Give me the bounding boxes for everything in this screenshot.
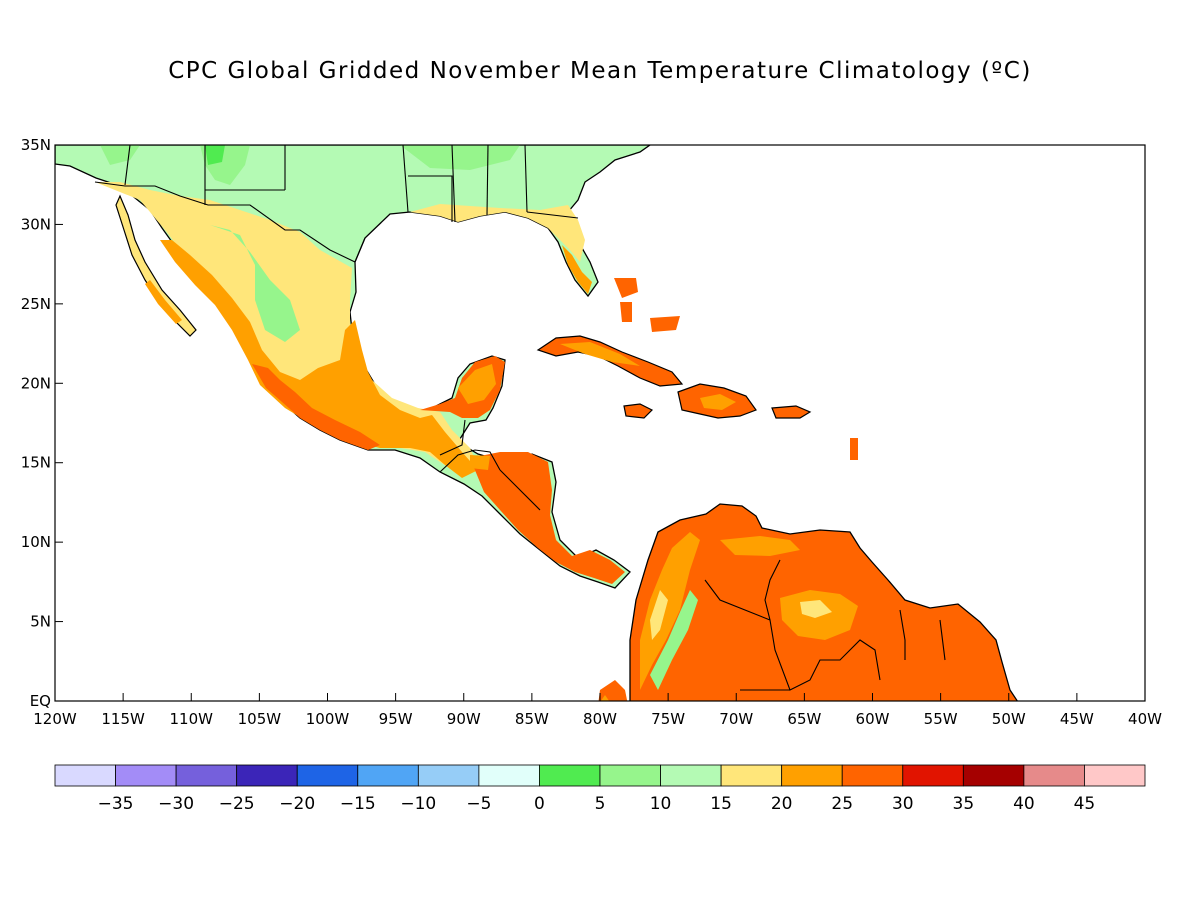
x-tick-label-3: 105W: [238, 710, 282, 728]
colorbar: −35 −30 −25 −20 −15 −10 −5 0 5 10 15 20 25 30 35 40 45: [54, 764, 1146, 814]
colorbar-label-11: 20: [771, 794, 793, 814]
colorbar-swatch-17: [1084, 764, 1146, 787]
colorbar-label-9: 10: [650, 794, 672, 814]
y-tick-label-6: 30N: [21, 215, 51, 233]
colorbar-swatch-0: [54, 764, 116, 787]
colorbar-swatch-1: [115, 764, 177, 787]
colorbar-swatch-3: [236, 764, 298, 787]
x-tick-label-11: 65W: [787, 710, 821, 728]
colorbar-swatch-12: [781, 764, 843, 787]
x-tick-label-14: 50W: [992, 710, 1026, 728]
colorbar-label-3: −20: [279, 794, 315, 814]
colorbar-swatch-11: [720, 764, 783, 787]
political-borders: [94, 145, 946, 691]
x-tick-label-15: 45W: [1060, 710, 1094, 728]
x-tick-label-13: 55W: [924, 710, 958, 728]
colorbar-swatch-15: [962, 764, 1025, 787]
colorbar-label-2: −25: [219, 794, 255, 814]
colorbar-label-12: 25: [831, 794, 853, 814]
colorbar-label-10: 15: [710, 794, 732, 814]
colorbar-swatch-6: [417, 764, 480, 787]
x-tick-label-6: 90W: [447, 710, 481, 728]
y-tick-label-0: EQ: [30, 692, 51, 710]
x-tick-label-12: 60W: [856, 710, 890, 728]
colorbar-label-6: −5: [466, 794, 491, 814]
y-tick-label-1: 5N: [30, 613, 51, 631]
x-tick-label-7: 85W: [515, 710, 549, 728]
colorbar-swatch-4: [296, 764, 359, 787]
north-america-land: [55, 145, 652, 589]
map-area: [55, 145, 1145, 701]
colorbar-label-0: −35: [98, 794, 134, 814]
colorbar-swatch-2: [175, 764, 238, 787]
colorbar-label-4: −15: [340, 794, 376, 814]
x-tick-label-9: 75W: [651, 710, 685, 728]
colorbar-label-7: 0: [534, 794, 545, 814]
colorbar-label-8: 5: [595, 794, 606, 814]
colorbar-label-1: −30: [158, 794, 194, 814]
x-tick-label-0: 120W: [33, 710, 77, 728]
south-america-land: [598, 503, 1019, 701]
colorbar-label-16: 45: [1074, 794, 1096, 814]
colorbar-label-13: 30: [892, 794, 914, 814]
y-tick-label-2: 10N: [21, 533, 51, 551]
longitude-axis: 120W 115W 110W 105W 100W 95W 90W 85W 80W 75W 70W 65…: [33, 693, 1162, 728]
colorbar-swatch-9: [599, 764, 661, 787]
y-tick-label-5: 25N: [21, 295, 51, 313]
y-tick-label-4: 20N: [21, 374, 51, 392]
colorbar-swatch-8: [539, 764, 601, 787]
x-tick-label-8: 80W: [583, 710, 617, 728]
x-tick-label-5: 95W: [379, 710, 413, 728]
x-tick-label-1: 115W: [101, 710, 145, 728]
y-tick-label-7: 35N: [21, 136, 51, 154]
colorbar-swatch-14: [902, 764, 964, 787]
colorbar-swatch-13: [841, 764, 904, 787]
colorbar-label-15: 40: [1013, 794, 1035, 814]
colorbar-swatch-7: [478, 764, 540, 787]
x-tick-label-10: 70W: [719, 710, 753, 728]
colorbar-swatch-16: [1023, 764, 1085, 787]
x-tick-label-4: 100W: [306, 710, 350, 728]
colorbar-label-5: −10: [400, 794, 436, 814]
caribbean-islands: [536, 278, 858, 460]
x-tick-label-16: 40W: [1128, 710, 1162, 728]
colorbar-swatch-5: [357, 764, 419, 787]
map-title: CPC Global Gridded November Mean Tempera…: [168, 58, 1032, 84]
latitude-axis: EQ 5N 10N 15N 20N 25N 30N 35N: [21, 136, 63, 710]
x-tick-label-2: 110W: [170, 710, 214, 728]
colorbar-swatch-10: [660, 764, 722, 787]
y-tick-label-3: 15N: [21, 454, 51, 472]
colorbar-label-14: 35: [953, 794, 975, 814]
